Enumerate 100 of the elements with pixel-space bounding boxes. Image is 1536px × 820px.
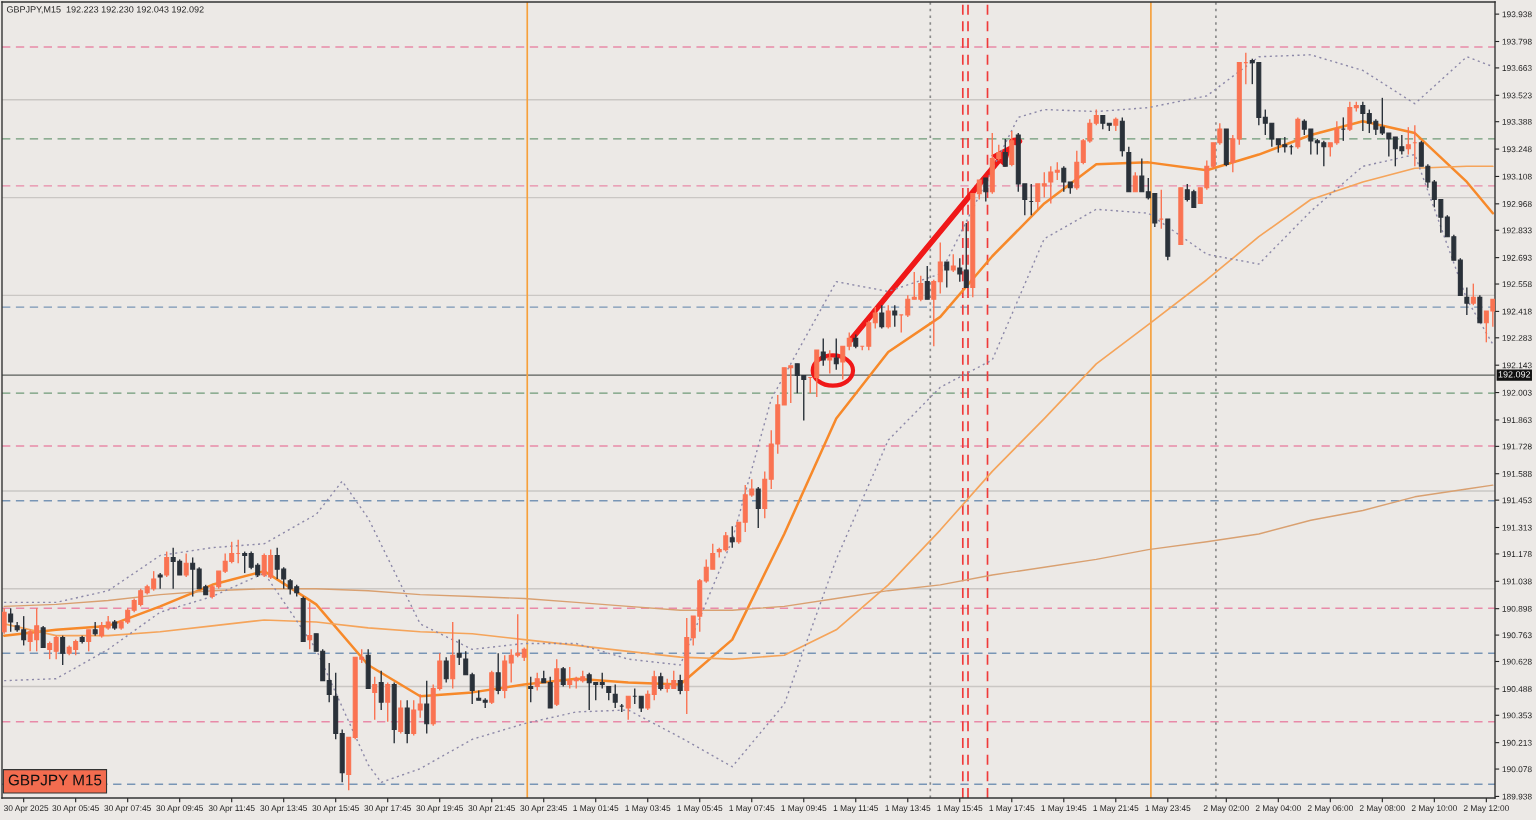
- y-tick-label: 189.938: [1502, 793, 1532, 800]
- candlestick: [729, 525, 735, 549]
- x-tick-label: 1 May 09:45: [781, 805, 827, 813]
- annotation: GBPJPY M15: [8, 774, 102, 786]
- y-tick-label: 190.763: [1502, 632, 1532, 639]
- candlestick: [963, 222, 969, 289]
- candlestick: [86, 629, 92, 653]
- x-tick-label: 1 May 11:45: [833, 805, 879, 813]
- candlestick: [60, 634, 66, 666]
- candlestick: [560, 666, 566, 688]
- y-tick-label: 192.003: [1502, 389, 1532, 396]
- x-tick-label: 2 May 08:00: [1359, 805, 1405, 813]
- candlestick: [92, 621, 98, 637]
- candlestick: [651, 670, 657, 701]
- x-tick-label: 2 May 06:00: [1307, 805, 1353, 813]
- x-tick-label: 30 Apr 2025: [3, 805, 49, 813]
- candlestick: [625, 695, 631, 721]
- candlestick: [463, 650, 469, 676]
- y-tick-label: 193.663: [1502, 65, 1532, 72]
- candlestick: [567, 666, 573, 690]
- candlestick: [1360, 101, 1366, 132]
- y-tick-label: 190.488: [1502, 686, 1532, 692]
- x-tick-label: 30 Apr 17:45: [364, 805, 411, 813]
- candlestick: [1048, 165, 1054, 205]
- x-tick-label: 30 Apr 05:45: [52, 805, 99, 813]
- y-tick-label: 191.453: [1502, 497, 1532, 504]
- y-tick-label: 192.143: [1502, 362, 1532, 369]
- y-tick-label: 192.283: [1502, 335, 1532, 341]
- x-tick-label: 1 May 01:45: [573, 805, 619, 813]
- x-tick-label: 2 May 04:00: [1255, 805, 1301, 813]
- candlestick: [677, 674, 683, 696]
- x-tick-label: 30 Apr 21:45: [468, 805, 516, 813]
- candlestick: [1041, 171, 1047, 199]
- candlestick: [53, 634, 59, 660]
- y-tick-label: 191.178: [1502, 551, 1532, 558]
- candlestick: [1139, 157, 1145, 193]
- y-tick-label: 193.938: [1502, 11, 1532, 18]
- candlestick: [833, 337, 839, 371]
- candlestick: [164, 550, 170, 578]
- y-tick-label: 192.418: [1502, 308, 1532, 315]
- candlestick: [1470, 282, 1476, 306]
- y-tick-label: 192.968: [1502, 201, 1532, 207]
- x-tick-label: 1 May 23:45: [1145, 805, 1191, 813]
- x-tick-label: 30 Apr 15:45: [312, 805, 359, 813]
- candlestick: [892, 304, 898, 328]
- candlestick: [2, 607, 7, 635]
- y-tick-label: 191.728: [1502, 443, 1532, 450]
- x-tick-label: 30 Apr 19:45: [416, 805, 463, 813]
- candlestick: [1061, 165, 1067, 193]
- candlestick: [905, 294, 911, 318]
- x-tick-label: 1 May 07:45: [729, 805, 775, 813]
- candlestick: [872, 306, 878, 330]
- x-tick-label: 1 May 17:45: [989, 805, 1035, 813]
- candlestick: [1230, 134, 1236, 173]
- y-tick-label: 192.558: [1502, 281, 1532, 288]
- x-tick-label: 1 May 03:45: [625, 805, 671, 813]
- ref-line-label: 192.092: [1498, 371, 1531, 378]
- y-tick-label: 190.078: [1502, 766, 1532, 773]
- candlestick: [411, 699, 417, 737]
- candlestick: [307, 601, 313, 651]
- x-tick-label: 1 May 05:45: [677, 805, 723, 813]
- y-tick-label: 190.898: [1502, 605, 1532, 612]
- y-tick-label: 193.248: [1502, 146, 1532, 153]
- candlestick: [840, 345, 846, 381]
- x-tick-label: 2 May 12:00: [1463, 805, 1509, 813]
- candlestick: [937, 241, 943, 295]
- y-tick-label: 193.108: [1502, 173, 1532, 180]
- y-tick-label: 193.523: [1502, 92, 1532, 99]
- annotation: GBPJPY,M15 192.223 192.230 192.043 192.092: [6, 6, 204, 14]
- y-tick-label: 192.833: [1502, 227, 1532, 234]
- candlestick: [1405, 126, 1411, 156]
- candlestick: [157, 572, 163, 590]
- candlestick: [931, 279, 937, 347]
- y-tick-label: 191.588: [1502, 470, 1532, 477]
- x-tick-label: 30 Apr 07:45: [104, 805, 151, 813]
- candlestick: [885, 304, 891, 330]
- candlestick: [957, 257, 963, 283]
- candlestick: [612, 683, 618, 709]
- candlestick: [469, 672, 475, 705]
- candlestick: [495, 652, 501, 696]
- candlestick: [424, 679, 430, 735]
- candlestick: [443, 656, 449, 684]
- y-tick-label: 190.353: [1502, 712, 1532, 719]
- y-tick-label: 193.798: [1502, 38, 1532, 45]
- candlestick: [528, 676, 534, 703]
- y-tick-label: 193.388: [1502, 118, 1532, 125]
- y-tick-label: 190.213: [1502, 739, 1532, 746]
- candlestick: [417, 693, 423, 719]
- x-tick-label: 30 Apr 11:45: [208, 805, 255, 813]
- candlestick: [40, 625, 46, 649]
- candlestick: [983, 177, 989, 203]
- candlestick: [976, 179, 982, 201]
- candlestick: [326, 662, 332, 703]
- candlestick: [385, 681, 391, 723]
- candlestick: [1035, 183, 1041, 211]
- x-tick-label: 30 Apr 13:45: [260, 805, 307, 813]
- candlestick: [755, 486, 761, 529]
- candlestick: [450, 621, 456, 690]
- candlestick: [1347, 101, 1353, 132]
- candlestick: [879, 304, 885, 330]
